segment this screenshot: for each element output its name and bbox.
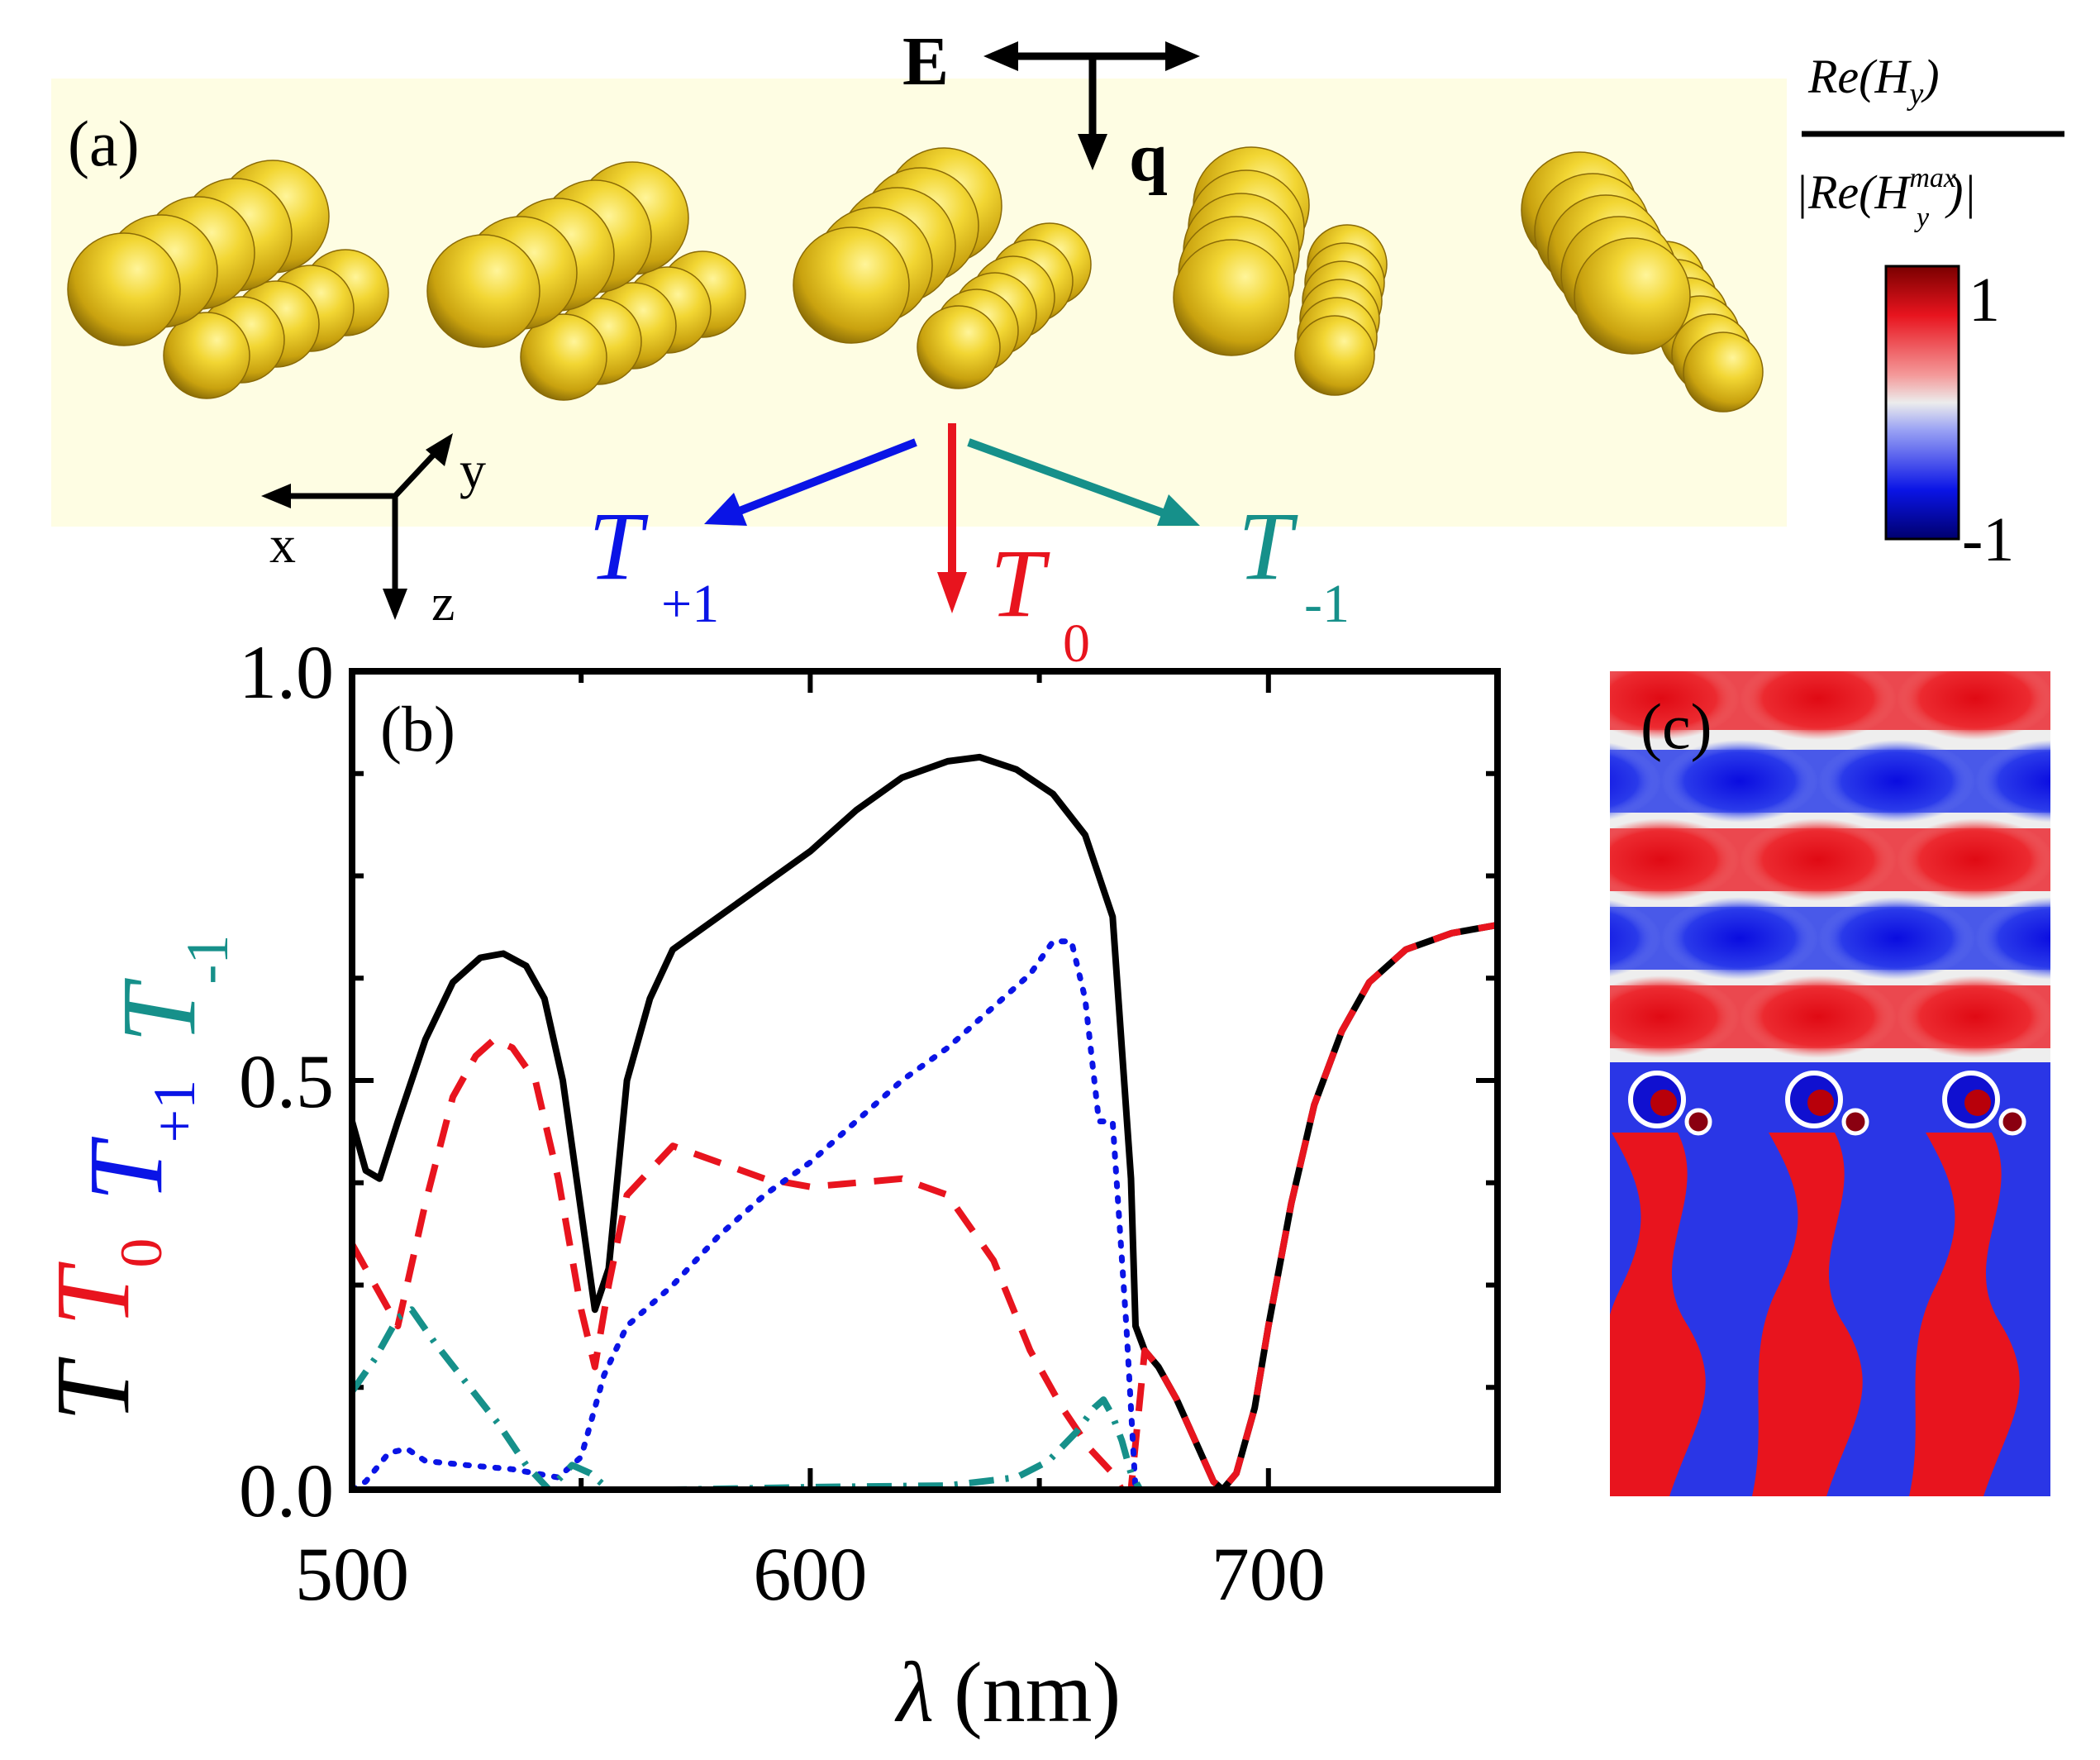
field-positive-lobe (1740, 975, 1897, 1058)
diffraction-order-arrows (704, 423, 1200, 613)
panel-b-label: (b) (380, 693, 455, 765)
colorbar-denominator: |Re(Hmax y)| (1795, 163, 1976, 233)
y-tick-label: 0.5 (239, 1039, 334, 1123)
particle-core (1964, 1090, 1991, 1116)
gold-particle (917, 305, 1001, 389)
y-label-symbol: T (34, 1357, 151, 1422)
y-axis-label-text: TT0T+1T-1 (34, 935, 240, 1422)
field-negative-lobe (1661, 897, 1818, 980)
gold-particle (1294, 315, 1375, 396)
field-positive-lobe (2054, 975, 2100, 1058)
series-line-1 (349, 921, 1498, 1493)
gold-particle (163, 312, 250, 399)
field-negative-lobe (1818, 897, 1975, 980)
panel-a: (a) E q x y z (51, 23, 1787, 674)
order-0-symbol: T (990, 529, 1050, 637)
gold-particle (793, 227, 910, 344)
field-stripe (1752, 1133, 1863, 1496)
colorbar-min-label: -1 (1962, 505, 2014, 575)
field-positive-lobe (1740, 671, 1897, 740)
field-negative-lobe (1975, 897, 2050, 980)
panel-a-label: (a) (68, 107, 140, 179)
q-vector-label: q (1129, 119, 1168, 196)
field-positive-lobe (1897, 975, 2050, 1058)
gold-particle (67, 232, 181, 346)
x-tick-label: 500 (295, 1532, 409, 1616)
plot-frame (349, 668, 1501, 1493)
field-negative-lobe (1975, 740, 2050, 823)
axis-y-label: y (460, 441, 486, 499)
field-negative-lobe (1610, 742, 1661, 820)
field-positive-lobe (1740, 818, 1897, 901)
x-axis-symbol: λ (894, 1645, 934, 1740)
field-negative-lobe (1661, 740, 1818, 823)
particle-small-section (1684, 1108, 1712, 1136)
field-positive-lobe (1897, 671, 2050, 740)
chart-series-group (349, 753, 1501, 1493)
coordinate-axes: x y z (261, 433, 486, 632)
particle-small-section (1998, 1108, 2026, 1136)
order-label-minus1: T -1 (1238, 492, 1350, 634)
field-positive-lobe (1897, 818, 2050, 901)
field-positive-lobe (1426, 818, 1583, 901)
e-field-label: E (902, 23, 949, 100)
colorbar: Re(Hy) |Re(Hmax y)| 1 -1 (1795, 50, 2064, 575)
axis-x-label: x (269, 515, 296, 574)
order-minus1-subscript: -1 (1304, 574, 1350, 634)
y-label-subscript: -1 (174, 935, 240, 985)
y-label-subscript: +1 (141, 1080, 207, 1143)
field-pattern (1426, 657, 2100, 1496)
y-label-symbol: T (100, 978, 217, 1043)
order-plus1-subscript: +1 (661, 574, 719, 634)
particle-small-section (1841, 1108, 1869, 1136)
order-label-plus1: T +1 (588, 492, 719, 634)
order-plus1-symbol: T (588, 492, 649, 600)
order-label-0: T 0 (990, 529, 1090, 674)
x-tick-label: 700 (1212, 1532, 1326, 1616)
gold-particle (1683, 331, 1764, 413)
gold-particle (1173, 239, 1290, 356)
tick-labels: 500 600 700 0.0 0.5 1.0 (239, 630, 1326, 1616)
order-0-subscript: 0 (1063, 613, 1090, 674)
x-axis-unit: (nm) (954, 1645, 1121, 1740)
field-positive-lobe (1610, 818, 1740, 901)
series-line-3 (349, 1306, 1498, 1493)
gold-particle (426, 234, 540, 348)
gold-particle (1574, 237, 1691, 355)
particle-array (67, 146, 1764, 413)
y-label-symbol: T (34, 1262, 151, 1327)
field-stripe (2066, 1133, 2100, 1496)
field-negative-lobe (1818, 740, 1975, 823)
panel-c-field-map: (c) (1426, 657, 2100, 1496)
series-line-0 (349, 753, 1498, 1493)
y-label-subscript: 0 (108, 1238, 174, 1268)
colorbar-max-label: 1 (1969, 265, 2000, 335)
particle-core (1650, 1090, 1677, 1116)
series-line-2 (349, 938, 1501, 1493)
field-stripe (1610, 1133, 1706, 1496)
axis-z-label: z (431, 573, 455, 632)
field-negative-lobe (1610, 899, 1661, 977)
x-tick-label: 600 (753, 1532, 867, 1616)
panel-c-label: (c) (1640, 690, 1712, 762)
x-axis-label: λ (nm) (894, 1645, 1121, 1740)
field-positive-lobe (2054, 818, 2100, 901)
y-label-symbol: T (67, 1137, 184, 1202)
order-minus1-symbol: T (1238, 492, 1298, 600)
colorbar-gradient (1884, 265, 1960, 541)
y-tick-label: 1.0 (239, 630, 334, 714)
colorbar-numerator: Re(Hy) (1807, 50, 1940, 112)
particle-core (1807, 1090, 1834, 1116)
field-positive-lobe (2054, 657, 2100, 740)
field-positive-lobe (1426, 975, 1583, 1058)
polarization-indicator: E q (902, 23, 1200, 196)
field-stripe (1909, 1133, 2020, 1496)
field-positive-lobe (1610, 975, 1740, 1058)
gold-particle (520, 313, 607, 401)
y-axis-label: TT0T+1T-1 (34, 935, 240, 1422)
field-positive-lobe (1610, 671, 1740, 740)
y-tick-label: 0.0 (239, 1448, 334, 1533)
